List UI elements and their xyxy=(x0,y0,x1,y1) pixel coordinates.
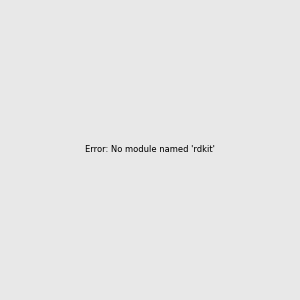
Text: Error: No module named 'rdkit': Error: No module named 'rdkit' xyxy=(85,146,215,154)
